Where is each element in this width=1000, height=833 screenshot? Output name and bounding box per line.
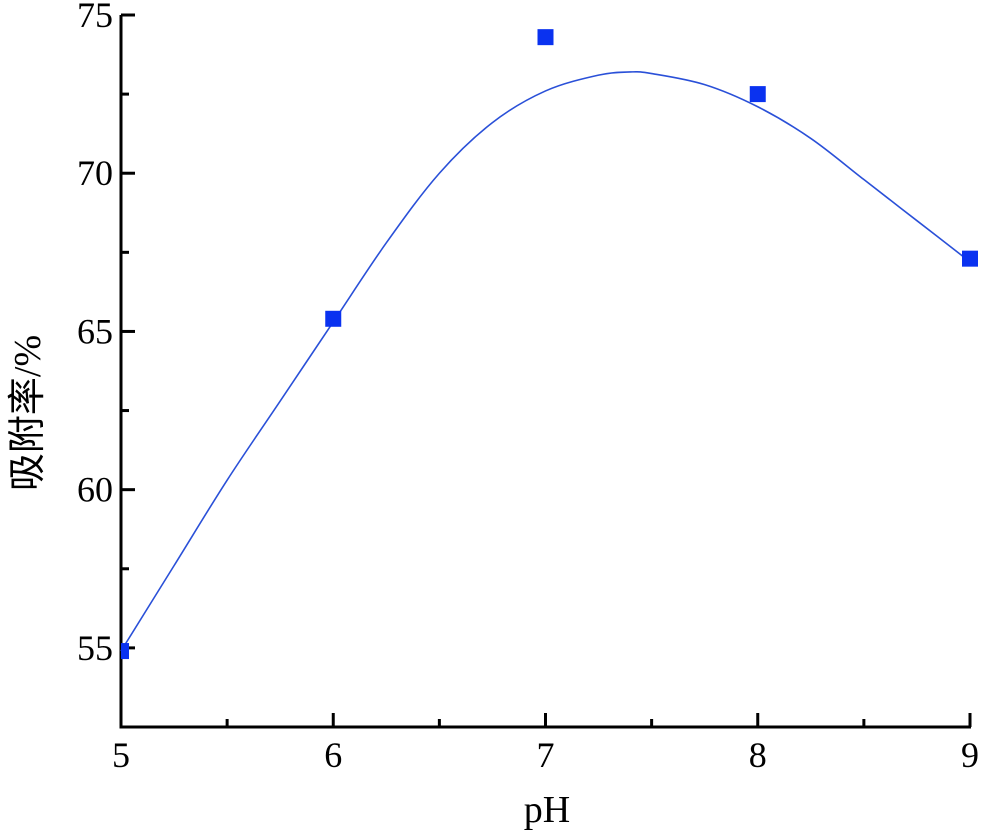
fit-curve-line	[120, 70, 971, 652]
y-tick-label: 75	[77, 0, 113, 35]
data-point	[749, 86, 766, 103]
x-tick-label: 8	[749, 735, 767, 775]
data-point	[962, 250, 978, 267]
data-points-series	[121, 29, 978, 660]
x-tick-label: 5	[112, 735, 130, 775]
fit-curve-series	[120, 70, 971, 652]
y-axis: 55 60 65 70 75	[77, 0, 135, 727]
x-tick-label: 7	[537, 735, 555, 775]
x-tick-label: 6	[324, 735, 342, 775]
y-tick-label: 60	[77, 470, 113, 510]
data-point	[121, 643, 129, 660]
y-tick-label: 55	[77, 628, 113, 668]
y-tick-label: 65	[77, 311, 113, 351]
data-point	[537, 29, 554, 46]
data-point	[325, 310, 342, 327]
y-axis-title: 吸附率/%	[7, 335, 49, 491]
x-axis: 5 6 7 8 9	[112, 713, 979, 775]
y-tick-label: 70	[77, 153, 113, 193]
x-axis-title: pH	[524, 789, 570, 831]
x-tick-label: 9	[961, 735, 979, 775]
